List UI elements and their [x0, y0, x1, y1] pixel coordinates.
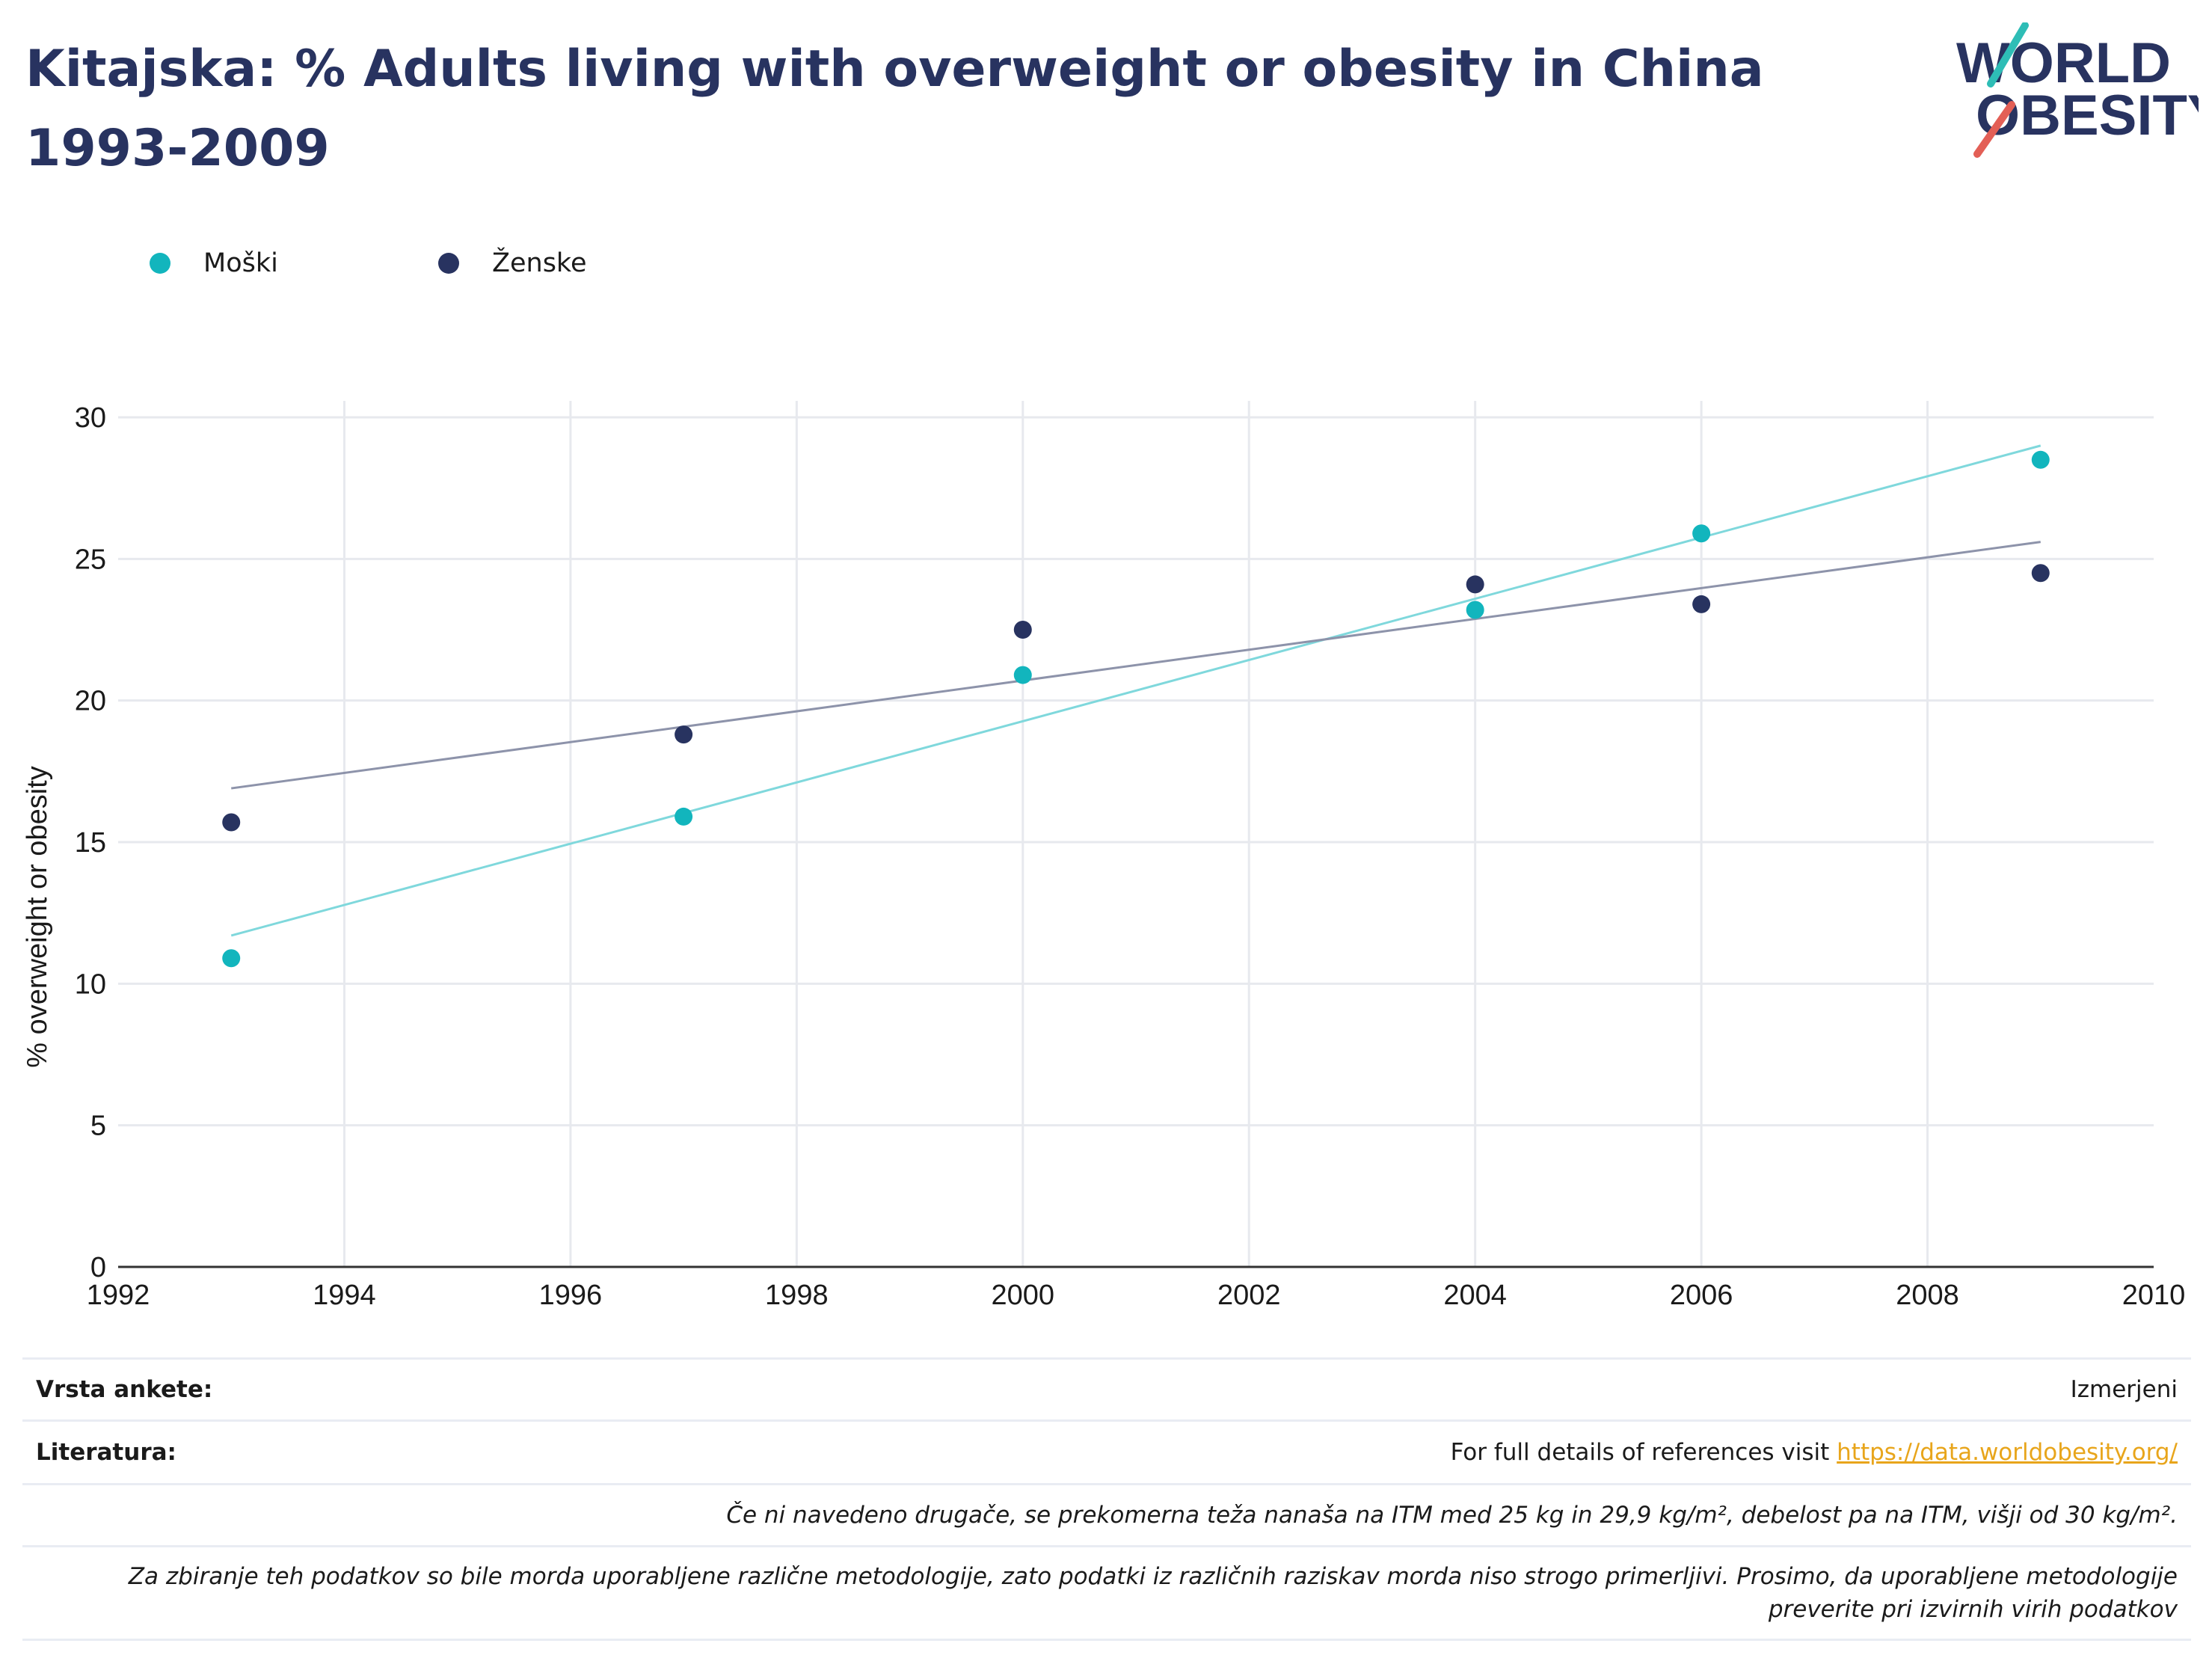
x-tick-label: 2002 [1217, 1280, 1281, 1311]
y-tick-label: 25 [75, 544, 106, 575]
note-row-2: Za zbiranje teh podatkov so bile morda u… [22, 1545, 2191, 1641]
y-axis-label: % overweight or obesity [22, 766, 53, 1067]
grid-lines [118, 401, 2154, 1268]
data-points [222, 450, 2050, 968]
y-tick-label: 5 [90, 1111, 106, 1142]
y-tick-label: 15 [75, 827, 106, 859]
y-tick-label: 20 [75, 686, 106, 717]
survey-row: Vrsta ankete: Izmerjeni [22, 1357, 2191, 1419]
y-tick-labels: 0 5 10 15 20 25 30 [75, 402, 106, 1283]
references-row: Literatura: For full details of referenc… [22, 1419, 2191, 1483]
x-tick-label: 1998 [765, 1280, 829, 1311]
legend-marker-female [438, 253, 459, 274]
legend-marker-male [150, 253, 170, 274]
data-point-male [675, 807, 693, 826]
methodology-note: Za zbiranje teh podatkov so bile morda u… [128, 1563, 2178, 1623]
x-tick-label: 2004 [1443, 1280, 1507, 1311]
x-tick-labels: 1992 1994 1996 1998 2000 2002 2004 2006 2008 2010 [87, 1280, 2186, 1311]
data-point-female [2031, 564, 2050, 583]
logo-slash-red [1973, 101, 2015, 158]
chart-title: Kitajska: % Adults living with overweigh… [25, 40, 1764, 178]
legend-label-male: Moški [203, 248, 278, 278]
x-tick-label: 2008 [1896, 1280, 1959, 1311]
data-point-male [2031, 450, 2050, 469]
data-point-male [1692, 524, 1711, 543]
x-tick-label: 1992 [87, 1280, 150, 1311]
references-label: Literatura: [36, 1439, 176, 1466]
logo-line2: OBESITY [1976, 84, 2199, 147]
x-tick-label: 2010 [2122, 1280, 2186, 1311]
data-point-female [675, 725, 693, 744]
data-point-male [1013, 666, 1032, 684]
data-point-female [222, 813, 241, 832]
world-obesity-logo: WORLD OBESITY [1956, 22, 2199, 158]
references-link[interactable]: https://data.worldobesity.org/ [1837, 1439, 2178, 1466]
x-tick-label: 2000 [992, 1280, 1055, 1311]
y-tick-label: 30 [75, 402, 106, 434]
y-tick-label: 10 [75, 969, 106, 1000]
x-tick-label: 2006 [1670, 1280, 1733, 1311]
trend-line-female [231, 541, 2041, 790]
definition-note: Če ni navedeno drugače, se prekomerna te… [726, 1502, 2178, 1529]
references-value: For full details of references visit htt… [1451, 1439, 2178, 1466]
logo-slash-teal [1987, 22, 2029, 88]
survey-label: Vrsta ankete: [36, 1376, 213, 1403]
legend-item-female[interactable]: Ženske [438, 241, 586, 286]
data-point-female [1013, 621, 1032, 639]
x-tick-label: 1996 [539, 1280, 603, 1311]
data-point-male [222, 949, 241, 968]
data-point-male [1466, 601, 1484, 619]
y-tick-label: 0 [90, 1252, 106, 1283]
trend-lines [230, 444, 2042, 937]
survey-value: Izmerjeni [2070, 1376, 2178, 1403]
x-tick-label: 1994 [313, 1280, 376, 1311]
references-text: For full details of references visit [1450, 1439, 1837, 1466]
data-point-female [1692, 595, 1711, 613]
note-row-1: Če ni navedeno drugače, se prekomerna te… [22, 1483, 2191, 1545]
scatter-chart: 0 5 10 15 20 25 30 1992 1994 1996 1998 2000 2002 200… [22, 401, 2186, 1311]
info-table: Vrsta ankete: Izmerjeni Literatura: For … [22, 1357, 2191, 1641]
data-point-female [1466, 575, 1484, 594]
legend-item-male[interactable]: Moški [150, 241, 278, 286]
trend-line-male [230, 444, 2042, 937]
legend-label-female: Ženske [492, 248, 587, 278]
